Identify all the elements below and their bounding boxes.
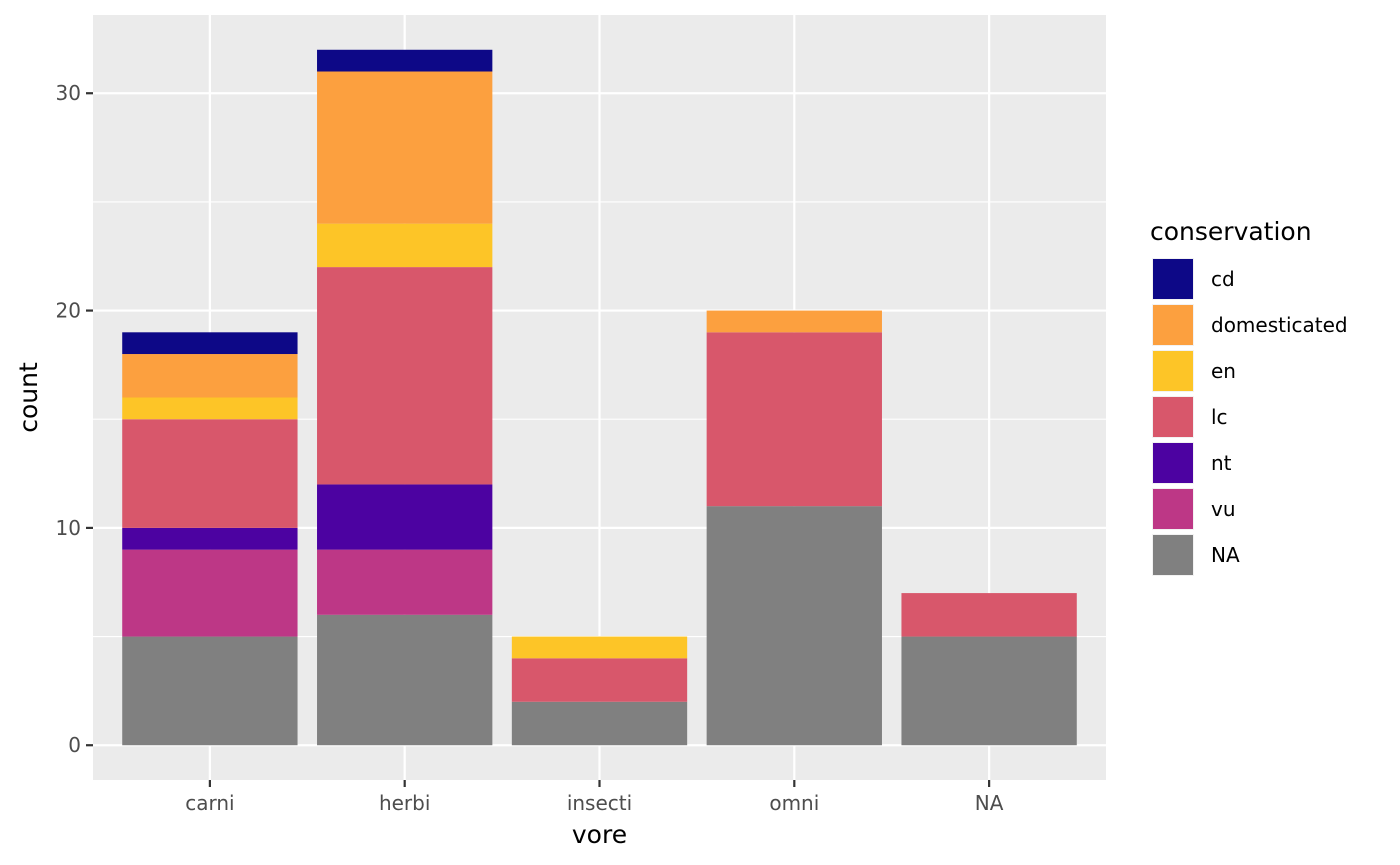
legend-swatch-nt bbox=[1153, 443, 1193, 483]
bar-herbi-NA bbox=[317, 614, 493, 746]
bar-omni-lc bbox=[706, 332, 882, 507]
y-axis: 0 10 20 30 bbox=[56, 81, 93, 757]
legend-swatch-lc bbox=[1153, 397, 1193, 437]
x-tick-label: insecti bbox=[567, 791, 632, 815]
bar-insecti-en bbox=[511, 636, 688, 659]
y-tick-label: 10 bbox=[56, 516, 81, 540]
bar-carni-lc bbox=[122, 419, 298, 528]
legend-swatch-cd bbox=[1153, 259, 1193, 299]
x-tick-label: omni bbox=[769, 791, 819, 815]
x-axis-title: vore bbox=[572, 820, 627, 849]
bar-herbi-nt bbox=[317, 484, 493, 550]
y-tick-label: 30 bbox=[56, 81, 81, 105]
legend-swatch-vu bbox=[1153, 489, 1193, 529]
y-tick-label: 0 bbox=[68, 733, 81, 757]
bar-omni-NA bbox=[706, 506, 882, 746]
x-tick-label: herbi bbox=[379, 791, 430, 815]
bar-herbi-domesticated bbox=[317, 71, 493, 224]
y-tick-label: 20 bbox=[56, 299, 81, 323]
legend-swatch-domesticated bbox=[1153, 305, 1193, 345]
bar-carni-vu bbox=[122, 549, 298, 637]
bar-carni-cd bbox=[122, 332, 298, 355]
bar-herbi-vu bbox=[317, 549, 493, 615]
legend-label-lc: lc bbox=[1211, 405, 1228, 429]
bar-carni-nt bbox=[122, 527, 298, 550]
bar-NA-lc bbox=[901, 593, 1077, 637]
legend-swatch-en bbox=[1153, 351, 1193, 391]
legend: conservation cd domesticated en lc nt vu NA bbox=[1150, 217, 1348, 576]
bar-NA-NA bbox=[901, 636, 1077, 746]
bar-insecti-NA bbox=[511, 701, 688, 746]
legend-swatch-NA bbox=[1153, 535, 1193, 575]
bar-herbi-en bbox=[317, 223, 493, 268]
bar-carni-domesticated bbox=[122, 354, 298, 398]
bars bbox=[122, 49, 1077, 746]
legend-label-domesticated: domesticated bbox=[1211, 313, 1348, 337]
legend-label-nt: nt bbox=[1211, 451, 1232, 475]
x-axis: carni herbi insecti omni NA bbox=[185, 780, 1004, 815]
legend-label-NA: NA bbox=[1211, 543, 1240, 567]
bar-carni-en bbox=[122, 397, 298, 420]
x-tick-label: NA bbox=[975, 791, 1004, 815]
legend-label-cd: cd bbox=[1211, 267, 1235, 291]
legend-label-en: en bbox=[1211, 359, 1236, 383]
legend-label-vu: vu bbox=[1211, 497, 1236, 521]
y-axis-title: count bbox=[14, 362, 43, 433]
bar-insecti-lc bbox=[511, 658, 688, 702]
legend-title: conservation bbox=[1150, 217, 1312, 246]
bar-omni-domesticated bbox=[706, 310, 882, 333]
bar-herbi-lc bbox=[317, 267, 493, 485]
bar-herbi-cd bbox=[317, 49, 493, 72]
x-tick-label: carni bbox=[185, 791, 234, 815]
bar-carni-NA bbox=[122, 636, 298, 746]
